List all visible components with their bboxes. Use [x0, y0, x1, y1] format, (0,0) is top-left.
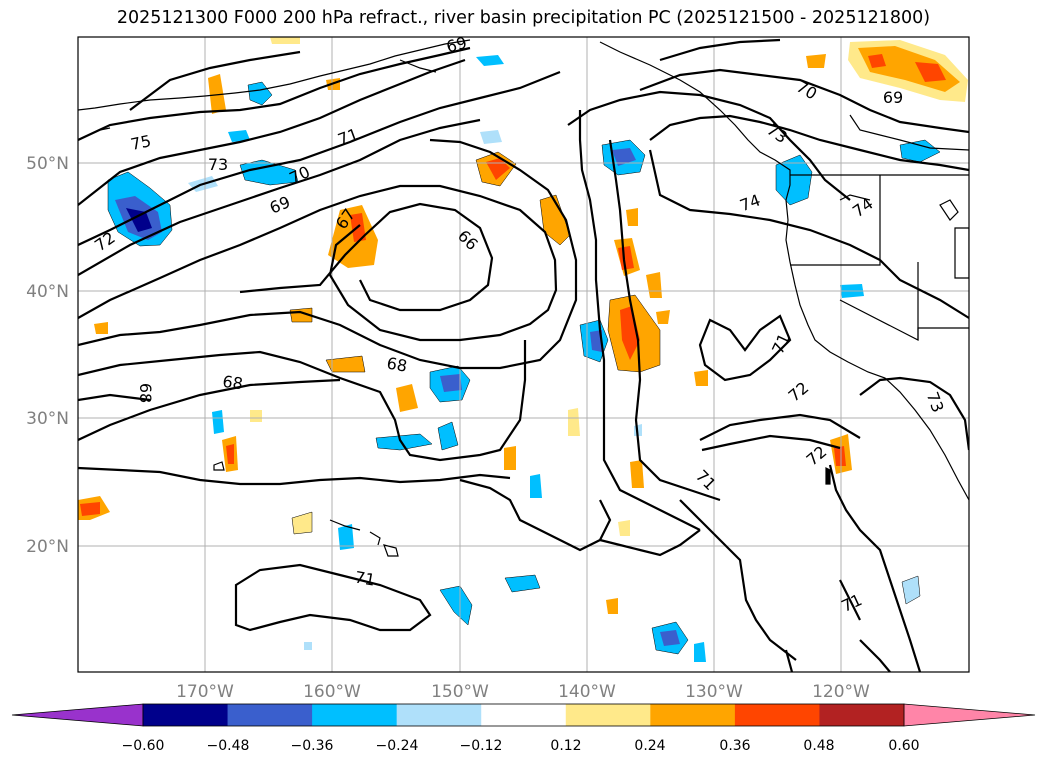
lat-labels: 50°N 40°N 30°N 20°N — [26, 154, 69, 557]
contour-label: 69 — [883, 88, 903, 107]
lon-label: 130°W — [685, 682, 743, 702]
pos-blob — [504, 446, 516, 470]
colorbar-segment — [312, 704, 398, 726]
precip-shading — [78, 37, 968, 662]
colorbar-segment — [734, 704, 820, 726]
neg-blob — [212, 410, 224, 434]
colorbar-frame — [142, 703, 905, 727]
neg-blob — [304, 642, 312, 650]
colorbar-segment — [227, 704, 313, 726]
contour-label: 75 — [129, 131, 153, 154]
neg-blob — [228, 130, 250, 142]
colorbar-segment — [819, 704, 905, 726]
refractivity-contours — [78, 38, 969, 672]
pos-blob — [539, 194, 571, 246]
neg-blob — [126, 208, 152, 232]
colorbar-tick-label: −0.36 — [291, 738, 334, 754]
contour-label: 68 — [221, 372, 244, 394]
contour-label: 69 — [444, 33, 469, 57]
graticule — [78, 37, 969, 672]
lat-label: 20°N — [26, 537, 69, 557]
pos-blob — [250, 410, 262, 422]
colorbar-segment — [396, 704, 482, 726]
pos-blob — [630, 460, 644, 488]
lon-labels: 170°W 160°W 150°W 140°W 130°W 120°W — [176, 682, 870, 702]
contour-label: 71 — [353, 567, 376, 589]
neg-blob — [899, 139, 941, 163]
pos-blob — [915, 62, 946, 82]
pos-blob — [618, 520, 630, 536]
neg-blob — [612, 148, 636, 166]
pos-blob — [291, 511, 313, 535]
neg-blob — [338, 524, 354, 550]
pos-blob — [328, 205, 378, 268]
colorbar-low-extend — [11, 703, 144, 727]
lon-label: 120°W — [812, 682, 870, 702]
pos-blob — [868, 54, 886, 68]
neg-blob — [476, 55, 504, 66]
colorbar-tick-label: −0.48 — [207, 738, 250, 754]
neg-blob — [660, 630, 680, 646]
lon-label: 160°W — [303, 682, 361, 702]
colorbar-high-extend — [903, 703, 1036, 727]
contour-label: 68 — [136, 383, 155, 403]
neg-blob — [247, 81, 273, 106]
neg-blob — [439, 585, 473, 626]
colorbar-tick-label: 0.24 — [634, 738, 665, 754]
pos-blob — [208, 74, 226, 114]
colorbar: −0.60 −0.48 −0.36 −0.24 −0.12 0.12 0.24 … — [11, 703, 1036, 754]
neg-blob — [437, 421, 459, 451]
lat-label: 30°N — [26, 409, 69, 429]
pos-blob — [834, 446, 846, 466]
colorbar-tick-label: 0.12 — [550, 738, 581, 754]
map-title: 2025121300 F000 200 hPa refract., river … — [116, 8, 931, 28]
neg-blob — [590, 330, 602, 352]
colorbar-tick-label: 0.48 — [803, 738, 834, 754]
pos-blob — [270, 37, 300, 44]
lon-label: 140°W — [558, 682, 616, 702]
contour-label: 73 — [208, 155, 228, 174]
pos-blob — [325, 355, 366, 373]
contour-label: 68 — [385, 353, 408, 375]
colorbar-tick-label: 0.36 — [719, 738, 750, 754]
neg-blob — [504, 574, 541, 593]
pos-blob — [396, 384, 418, 412]
lon-label: 150°W — [431, 682, 489, 702]
neg-blob — [440, 374, 462, 392]
map-border — [77, 36, 970, 673]
pos-blob — [568, 408, 580, 436]
colorbar-segment — [565, 704, 651, 726]
pos-blob — [606, 598, 618, 614]
colorbar-tick-label: −0.24 — [376, 738, 419, 754]
lat-label: 50°N — [26, 154, 69, 174]
pos-blob — [80, 502, 100, 516]
lon-label: 170°W — [176, 682, 234, 702]
colorbar-tick-label: 0.60 — [888, 738, 919, 754]
pos-blob — [618, 246, 634, 270]
neg-blob — [375, 433, 433, 451]
neg-blob — [901, 575, 921, 605]
pos-blob — [656, 310, 670, 324]
pos-blob — [806, 54, 826, 68]
pos-blob — [694, 370, 708, 386]
neg-blob — [694, 642, 706, 662]
neg-blob — [530, 474, 542, 498]
colorbar-segment — [650, 704, 736, 726]
neg-blob — [775, 154, 813, 206]
coastlines — [78, 39, 969, 557]
pos-blob — [94, 322, 108, 334]
pos-blob — [226, 444, 234, 464]
colorbar-tick-label: −0.12 — [460, 738, 503, 754]
lat-label: 40°N — [26, 282, 69, 302]
colorbar-tick-label: −0.60 — [122, 738, 165, 754]
colorbar-segment — [143, 704, 229, 726]
pos-blob — [626, 208, 638, 226]
neg-blob — [480, 130, 502, 144]
colorbar-segment — [481, 704, 567, 726]
